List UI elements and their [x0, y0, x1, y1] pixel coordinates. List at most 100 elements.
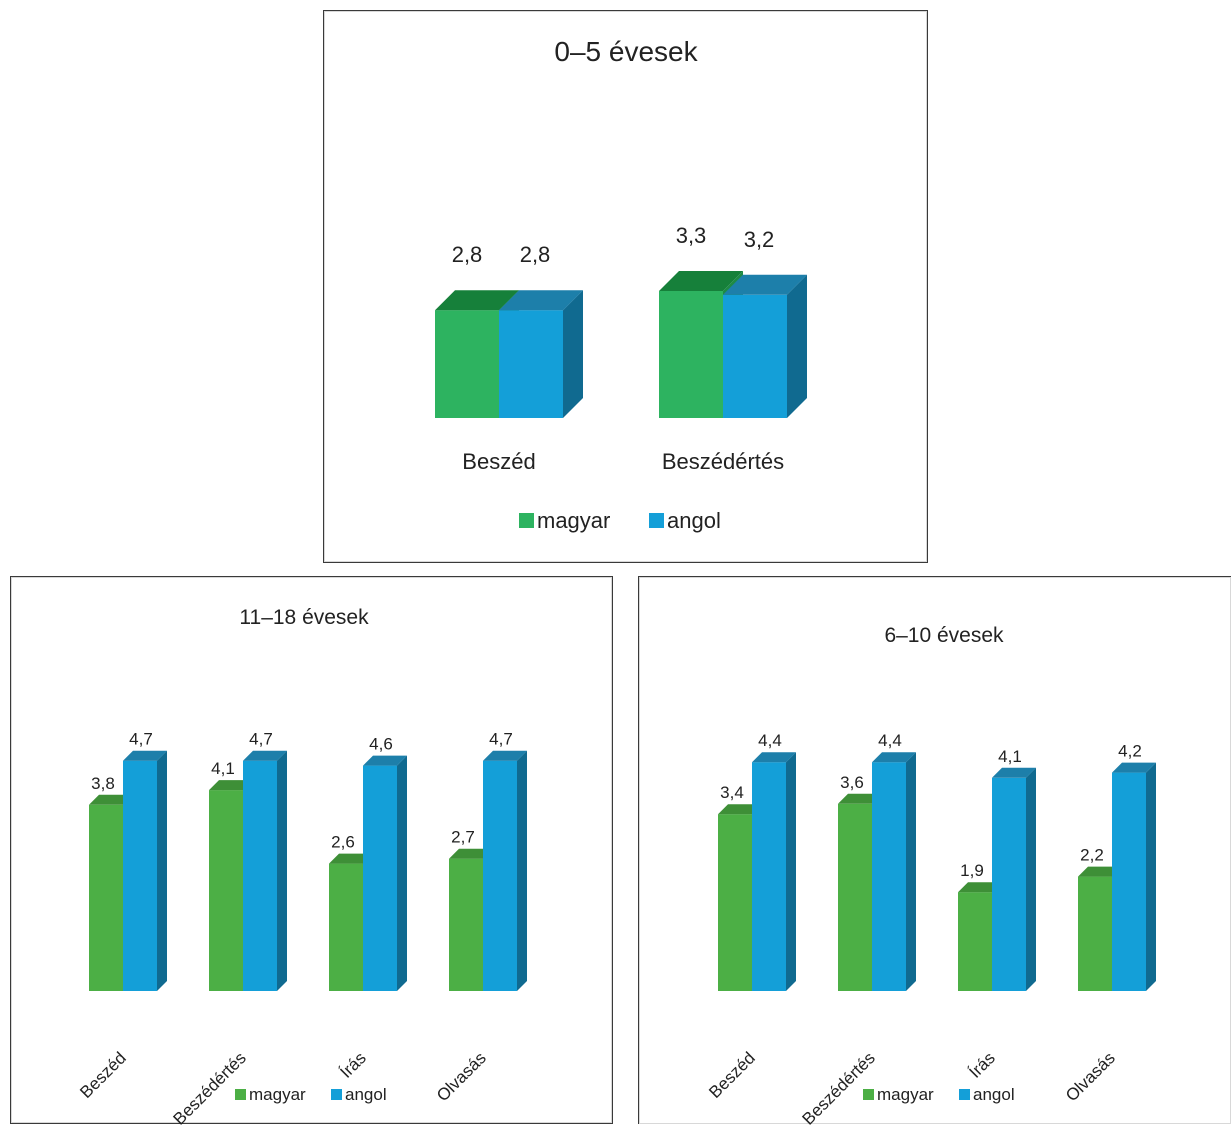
data-label-angol-0: 2,8 [520, 242, 551, 267]
bar-angol-2-top [992, 767, 1036, 778]
bar-angol-0-front [123, 760, 157, 991]
bar-angol-1-top [872, 752, 916, 763]
data-label-magyar-3: 2,7 [451, 828, 475, 847]
data-label-magyar-0: 3,8 [91, 774, 115, 793]
bar-angol-0-top [752, 752, 796, 763]
data-label-magyar-2: 1,9 [960, 861, 984, 880]
category-label-2: Írás [336, 1048, 369, 1081]
chart-title: 0–5 évesek [554, 36, 698, 67]
bar-angol-2-side [397, 755, 407, 991]
bar-angol-0-side [157, 750, 167, 991]
legend-swatch-magyar [863, 1089, 874, 1100]
bar-angol-0-top [123, 750, 167, 761]
data-label-magyar-2: 2,6 [331, 833, 355, 852]
bar-angol-1-top [723, 274, 807, 295]
bar-magyar-3-front [449, 858, 483, 991]
bar-magyar-3-front [1078, 876, 1112, 991]
bar-angol-2-front [363, 765, 397, 991]
bar-angol-2-side [1026, 767, 1036, 991]
chart-panel-6-10: 6–10 évesek 3,4 4,4 Beszéd 3,6 4,4 Beszédértés… [638, 576, 1231, 1125]
bar-magyar-2-top [958, 882, 1002, 893]
bar-magyar-1-top [209, 780, 253, 791]
bar-magyar-2-top [329, 853, 373, 864]
data-label-magyar-0: 2,8 [452, 242, 483, 267]
category-label-1: Beszédértés [799, 1048, 879, 1125]
category-label-0: Beszéd [76, 1048, 130, 1102]
category-label-3: Olvasás [433, 1048, 490, 1105]
bar-magyar-3-top [449, 848, 493, 859]
legend-label-angol: angol [667, 508, 721, 533]
bar-angol-0-front [752, 762, 786, 991]
data-label-magyar-1: 4,1 [211, 759, 235, 778]
data-label-angol-2: 4,1 [998, 747, 1022, 766]
data-label-magyar-0: 3,4 [720, 783, 744, 802]
bar-angol-1-front [723, 294, 787, 418]
chart-panel-11-18: 11–18 évesek 3,8 4,7 Beszéd 4,1 4,7 Beszédérté… [10, 576, 613, 1125]
bar-angol-0-side [786, 752, 796, 991]
data-label-angol-0: 4,7 [129, 730, 153, 749]
chart-title: 11–18 évesek [239, 606, 369, 629]
legend-swatch-magyar [235, 1089, 246, 1100]
bar-angol-2-top [363, 755, 407, 766]
data-label-angol-1: 4,7 [249, 730, 273, 749]
legend-swatch-magyar [519, 513, 534, 528]
legend-label-magyar: magyar [877, 1085, 934, 1104]
bar-angol-3-side [1146, 762, 1156, 991]
data-label-angol-2: 4,6 [369, 735, 393, 754]
bar-angol-3-top [483, 750, 527, 761]
bar-magyar-0-front [89, 804, 123, 991]
category-label-1: Beszédértés [170, 1048, 250, 1125]
data-label-angol-0: 4,4 [758, 731, 782, 750]
legend-swatch-angol [649, 513, 664, 528]
bar-angol-0-front [499, 310, 563, 418]
category-label-1: Beszédértés [662, 449, 784, 474]
bar-angol-1-side [906, 752, 916, 991]
bar-magyar-2-front [329, 863, 363, 991]
chart-panel-0-5: 0–5 évesek 2,8 2,8 Beszéd 3,3 3,2 Beszédértés m… [323, 10, 928, 563]
data-label-magyar-3: 2,2 [1080, 846, 1104, 865]
bar-magyar-0-top [89, 794, 133, 805]
category-label-0: Beszéd [462, 449, 535, 474]
bar-magyar-0-front [435, 310, 499, 418]
legend-label-magyar: magyar [537, 508, 610, 533]
bar-angol-1-side [277, 750, 287, 991]
chart-title: 6–10 évesek [884, 624, 1004, 647]
bar-magyar-0-top [435, 290, 519, 311]
chart-6-10-svg: 6–10 évesek 3,4 4,4 Beszéd 3,6 4,4 Beszédértés… [705, 624, 1156, 1125]
bar-magyar-1-front [209, 790, 243, 991]
bar-angol-0-top [499, 290, 583, 311]
data-label-magyar-1: 3,3 [676, 223, 707, 248]
bar-magyar-1-top [659, 270, 743, 291]
bar-magyar-3-top [1078, 866, 1122, 877]
bar-angol-3-side [517, 750, 527, 991]
bar-magyar-1-front [659, 290, 723, 418]
legend-swatch-angol [959, 1089, 970, 1100]
category-label-3: Olvasás [1062, 1048, 1119, 1105]
bar-angol-0-side [563, 290, 583, 418]
bar-angol-1-side [787, 274, 807, 418]
bar-magyar-1-front [838, 803, 872, 991]
legend-swatch-angol [331, 1089, 342, 1100]
data-label-angol-1: 4,4 [878, 731, 902, 750]
bar-magyar-0-front [718, 814, 752, 991]
category-label-0: Beszéd [705, 1048, 759, 1102]
bar-angol-3-front [483, 760, 517, 991]
data-label-angol-3: 4,7 [489, 730, 513, 749]
bar-angol-1-front [872, 762, 906, 991]
bar-angol-1-front [243, 760, 277, 991]
legend-label-magyar: magyar [249, 1085, 306, 1104]
bar-magyar-2-front [958, 892, 992, 991]
legend-label-angol: angol [345, 1085, 387, 1104]
data-label-angol-3: 4,2 [1118, 742, 1142, 761]
legend-label-angol: angol [973, 1085, 1015, 1104]
chart-0-5-svg: 0–5 évesek 2,8 2,8 Beszéd 3,3 3,2 Beszédértés m… [435, 36, 807, 533]
data-label-magyar-1: 3,6 [840, 773, 864, 792]
bar-angol-1-top [243, 750, 287, 761]
bar-magyar-1-top [838, 793, 882, 804]
bar-angol-3-front [1112, 772, 1146, 991]
bar-magyar-0-top [718, 804, 762, 815]
bar-angol-2-front [992, 777, 1026, 991]
bar-angol-3-top [1112, 762, 1156, 773]
data-label-angol-1: 3,2 [744, 227, 775, 252]
category-label-2: Írás [965, 1048, 998, 1081]
